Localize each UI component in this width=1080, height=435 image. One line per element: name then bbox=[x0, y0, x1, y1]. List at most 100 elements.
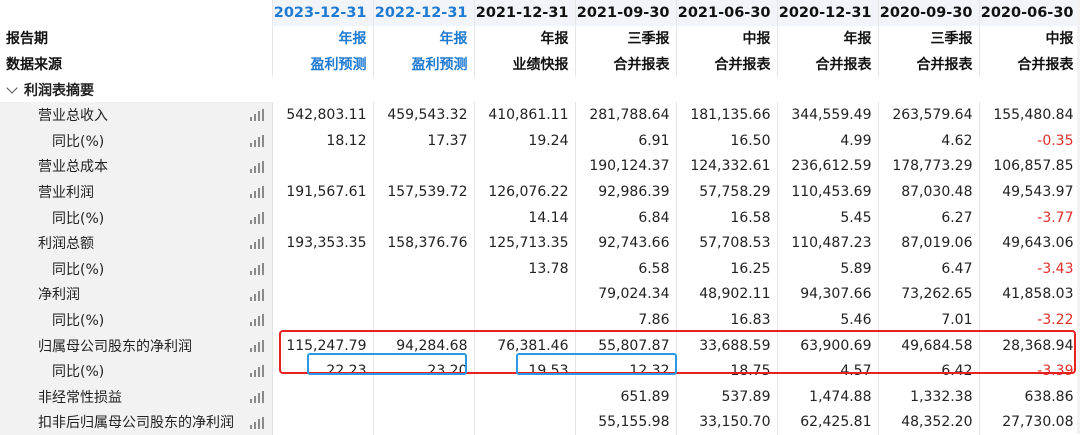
table-cell: 55,155.98 bbox=[575, 410, 676, 435]
column-source: 合并报表 bbox=[676, 51, 777, 77]
table-cell: 125,713.35 bbox=[474, 230, 575, 256]
table-cell: 12.32 bbox=[575, 358, 676, 384]
bar-chart-icon[interactable] bbox=[250, 212, 264, 224]
table-cell: 33,150.70 bbox=[676, 410, 777, 435]
table-cell bbox=[474, 410, 575, 435]
table-cell: 110,487.23 bbox=[777, 230, 878, 256]
table-cell: 55,807.87 bbox=[575, 333, 676, 359]
table-cell: 14.14 bbox=[474, 205, 575, 231]
bar-chart-icon[interactable] bbox=[250, 186, 264, 198]
row-label: 净利润 bbox=[0, 282, 272, 308]
table-cell: 87,019.06 bbox=[878, 230, 979, 256]
column-source: 业绩快报 bbox=[474, 51, 575, 77]
table-cell: 236,612.59 bbox=[777, 154, 878, 180]
column-date[interactable]: 2021-12-31 bbox=[474, 0, 575, 26]
bar-chart-icon[interactable] bbox=[250, 109, 264, 121]
table-cell: 6.47 bbox=[878, 256, 979, 282]
column-period-type: 中报 bbox=[676, 26, 777, 52]
table-cell: 190,124.37 bbox=[575, 154, 676, 180]
bar-chart-icon[interactable] bbox=[250, 289, 264, 301]
table-cell: 18.75 bbox=[676, 358, 777, 384]
table-cell bbox=[373, 384, 474, 410]
row-label-text: 营业总成本 bbox=[0, 156, 108, 176]
table-cell: 263,579.64 bbox=[878, 102, 979, 128]
bar-chart-icon[interactable] bbox=[250, 365, 264, 377]
row-label: 同比(%) bbox=[0, 205, 272, 231]
section-row[interactable]: 利润表摘要 bbox=[0, 77, 1080, 103]
table-cell: 92,986.39 bbox=[575, 179, 676, 205]
table-cell: 57,708.53 bbox=[676, 230, 777, 256]
bar-chart-icon[interactable] bbox=[250, 314, 264, 326]
table-cell bbox=[474, 282, 575, 308]
table-cell: 6.42 bbox=[878, 358, 979, 384]
column-date[interactable]: 2023-12-31 bbox=[272, 0, 373, 26]
table-cell: 4.62 bbox=[878, 128, 979, 154]
bar-chart-icon[interactable] bbox=[250, 417, 264, 429]
column-source: 合并报表 bbox=[777, 51, 878, 77]
table-cell: 16.83 bbox=[676, 307, 777, 333]
table-cell bbox=[272, 154, 373, 180]
bar-chart-icon[interactable] bbox=[250, 161, 264, 173]
bar-chart-icon[interactable] bbox=[250, 340, 264, 352]
table-cell: 87,030.48 bbox=[878, 179, 979, 205]
column-date[interactable]: 2021-06-30 bbox=[676, 0, 777, 26]
table-cell: 124,332.61 bbox=[676, 154, 777, 180]
table-cell: 158,376.76 bbox=[373, 230, 474, 256]
column-period-type: 中报 bbox=[979, 26, 1080, 52]
column-date[interactable]: 2021-09-30 bbox=[575, 0, 676, 26]
table-cell: 410,861.11 bbox=[474, 102, 575, 128]
row-label-text: 归属母公司股东的净利润 bbox=[0, 336, 192, 356]
table-cell: 16.50 bbox=[676, 128, 777, 154]
bar-chart-icon[interactable] bbox=[250, 237, 264, 249]
header-corner bbox=[0, 0, 272, 26]
row-label-text: 扣非后归属母公司股东的净利润 bbox=[0, 412, 234, 432]
table-cell: 79,024.34 bbox=[575, 282, 676, 308]
table-cell bbox=[474, 154, 575, 180]
table-cell: 6.91 bbox=[575, 128, 676, 154]
table-cell: 94,307.66 bbox=[777, 282, 878, 308]
table-cell: 92,743.66 bbox=[575, 230, 676, 256]
table-cell bbox=[272, 256, 373, 282]
bar-chart-icon[interactable] bbox=[250, 135, 264, 147]
bar-chart-icon[interactable] bbox=[250, 263, 264, 275]
column-date[interactable]: 2022-12-31 bbox=[373, 0, 474, 26]
table-cell bbox=[373, 205, 474, 231]
column-date[interactable]: 2020-12-31 bbox=[777, 0, 878, 26]
table-cell: 57,758.29 bbox=[676, 179, 777, 205]
table-cell: 5.89 bbox=[777, 256, 878, 282]
bar-chart-icon[interactable] bbox=[250, 391, 264, 403]
table-cell: 115,247.79 bbox=[272, 333, 373, 359]
table-cell: 193,353.35 bbox=[272, 230, 373, 256]
table-cell: 13.78 bbox=[474, 256, 575, 282]
table-cell: 157,539.72 bbox=[373, 179, 474, 205]
column-period-type: 年报 bbox=[272, 26, 373, 52]
row-label: 利润总额 bbox=[0, 230, 272, 256]
column-date[interactable]: 2020-06-30 bbox=[979, 0, 1080, 26]
row-label: 营业总成本 bbox=[0, 154, 272, 180]
table-cell: 5.46 bbox=[777, 307, 878, 333]
row-label: 归属母公司股东的净利润 bbox=[0, 333, 272, 359]
table-cell: 178,773.29 bbox=[878, 154, 979, 180]
row-label: 扣非后归属母公司股东的净利润 bbox=[0, 410, 272, 435]
chevron-down-icon[interactable] bbox=[6, 82, 17, 93]
column-date[interactable]: 2020-09-30 bbox=[878, 0, 979, 26]
column-source: 合并报表 bbox=[878, 51, 979, 77]
table-cell bbox=[272, 205, 373, 231]
section-title[interactable]: 利润表摘要 bbox=[0, 77, 1080, 103]
